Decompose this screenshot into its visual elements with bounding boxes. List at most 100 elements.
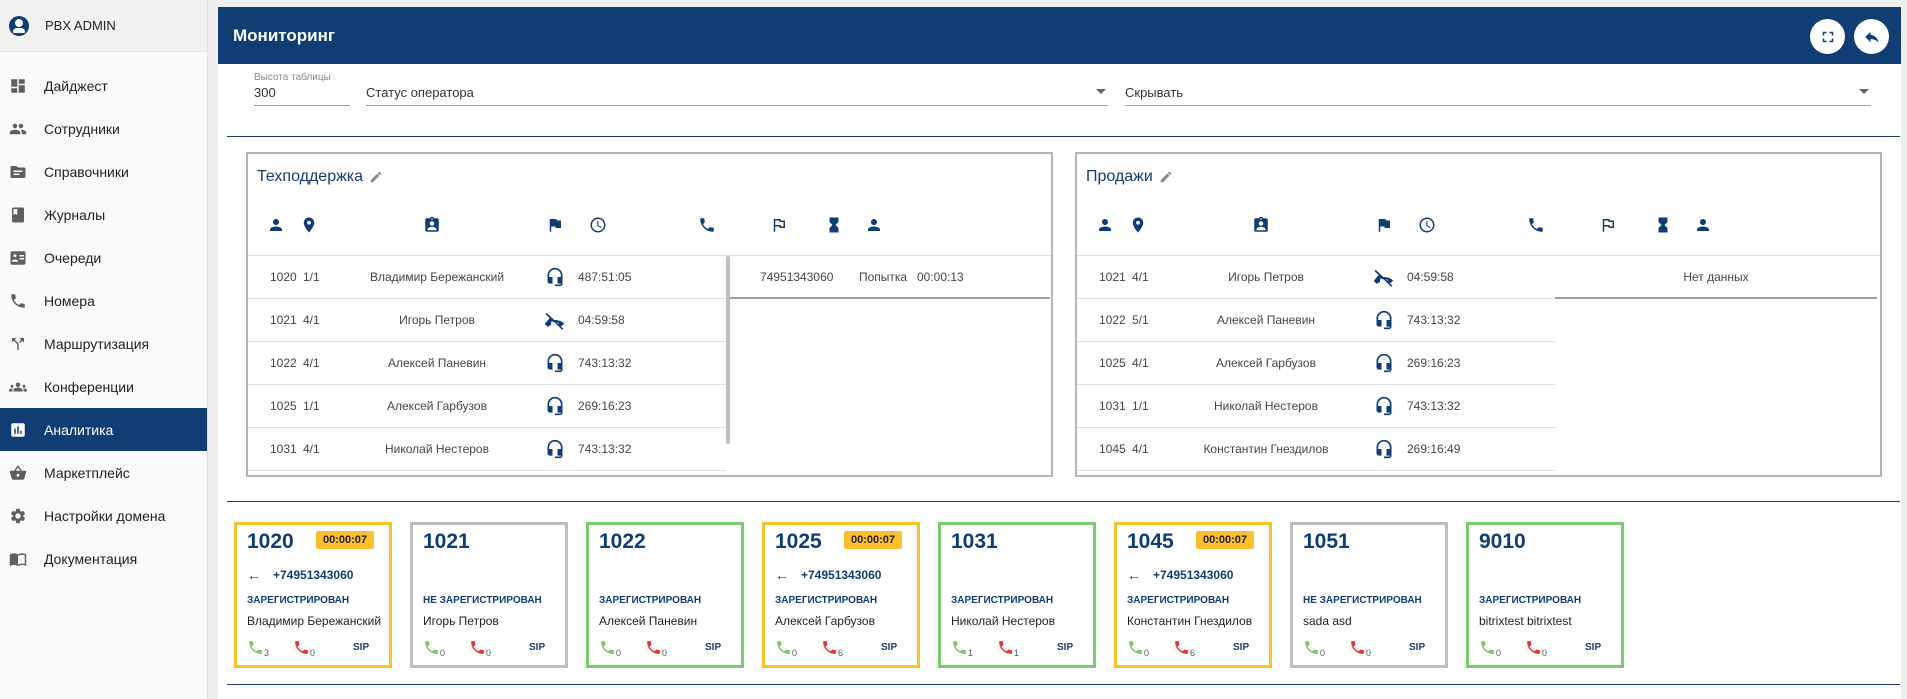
- edit-icon[interactable]: [369, 170, 383, 184]
- sidebar-item[interactable]: Настройки домена: [0, 494, 207, 537]
- person-icon: [1095, 215, 1115, 235]
- missed-count: 0: [1542, 648, 1548, 658]
- table-row[interactable]: 1021 4/1 Игорь Петров 04:59:58: [1077, 256, 1555, 299]
- queue-icon: [9, 249, 27, 267]
- book-icon: [9, 206, 27, 224]
- protocol-label: SIP: [1409, 642, 1426, 653]
- group-panel-sales: Продажи 1021 4/1 Игорь Петров 04:59:58 1022 5…: [1075, 152, 1882, 477]
- person-icon: [1693, 215, 1713, 235]
- sidebar-item[interactable]: Дайджест: [0, 64, 207, 107]
- status-time: 743:13:32: [578, 442, 632, 456]
- protocol-label: SIP: [1233, 642, 1250, 653]
- sidebar-item[interactable]: Документация: [0, 537, 207, 580]
- sidebar-item[interactable]: Номера: [0, 279, 207, 322]
- operator-card[interactable]: 1031 ЗАРЕГИСТРИРОВАН Николай Нестеров 1 1 SIP: [938, 522, 1096, 668]
- status-time: 487:51:05: [578, 270, 632, 284]
- answered-calls: 0: [1303, 639, 1325, 658]
- page-header: Мониторинг: [218, 7, 1901, 64]
- sidebar-item[interactable]: Очереди: [0, 236, 207, 279]
- answered-calls: 1: [951, 639, 973, 658]
- phone-icon: [247, 639, 264, 658]
- user-header[interactable]: PBX ADMIN: [0, 0, 207, 52]
- sidebar-item[interactable]: Сотрудники: [0, 107, 207, 150]
- sidebar-item[interactable]: Справочники: [0, 150, 207, 193]
- page-title: Мониторинг: [233, 25, 335, 45]
- operator-card[interactable]: 1051 НЕ ЗАРЕГИСТРИРОВАН sada asd 0 0 SIP: [1290, 522, 1448, 668]
- operator-card[interactable]: 1021 НЕ ЗАРЕГИСТРИРОВАН Игорь Петров 0 0 SIP: [410, 522, 568, 668]
- table-row[interactable]: 1025 1/1 Алексей Гарбузов 269:16:23: [248, 385, 726, 428]
- position: 4/1: [303, 356, 320, 370]
- phone-icon: [1127, 639, 1144, 658]
- registration-status: ЗАРЕГИСТРИРОВАН: [1479, 595, 1582, 606]
- clock-icon: [588, 215, 608, 235]
- groups-icon: [9, 378, 27, 396]
- answered-count: 0: [1320, 648, 1326, 658]
- status-time: 743:13:32: [1407, 313, 1461, 327]
- operator-name: Константин Гнездилов: [1203, 442, 1329, 456]
- position: 4/1: [1132, 442, 1149, 456]
- registration-status: ЗАРЕГИСТРИРОВАН: [1127, 595, 1230, 606]
- sidebar-item[interactable]: Конференции: [0, 365, 207, 408]
- call-stats: 1 1 SIP: [951, 637, 1081, 658]
- headset-icon: [545, 267, 565, 287]
- call-timer-badge: 00:00:07: [315, 531, 374, 549]
- table-row[interactable]: 1021 4/1 Игорь Петров 04:59:58: [248, 299, 726, 342]
- phone-icon: [599, 639, 616, 658]
- position: 4/1: [1132, 356, 1149, 370]
- table-height-field[interactable]: Высота таблицы 300: [254, 72, 350, 106]
- people-icon: [9, 120, 27, 138]
- status-time: 743:13:32: [1407, 399, 1461, 413]
- edit-icon[interactable]: [1159, 170, 1173, 184]
- call-timer-badge: 00:00:07: [1195, 531, 1254, 549]
- sidebar-item[interactable]: Маршрутизация: [0, 322, 207, 365]
- table-row[interactable]: 1022 4/1 Алексей Паневин 743:13:32: [248, 342, 726, 385]
- call-stats: 0 0 SIP: [1479, 637, 1609, 658]
- scrollbar[interactable]: [726, 256, 730, 444]
- call-stats: 0 6 SIP: [775, 637, 905, 658]
- table-row[interactable]: 1025 4/1 Алексей Гарбузов 269:16:23: [1077, 342, 1555, 385]
- route-icon: [9, 335, 27, 353]
- operator-card[interactable]: 1025 00:00:07 ← +74951343060 ЗАРЕГИСТРИРОВАН…: [762, 522, 920, 668]
- hide-value: Скрывать: [1125, 85, 1184, 100]
- table-row[interactable]: 1045 4/1 Константин Гнездилов 269:16:49: [1077, 428, 1555, 471]
- card-operator-name: bitrixtest bitrixtest: [1479, 614, 1572, 628]
- header-divider: [248, 255, 1051, 256]
- table-row[interactable]: 1031 1/1 Николай Нестеров 743:13:32: [1077, 385, 1555, 428]
- missed-calls: 0: [1349, 639, 1371, 658]
- call-timer-badge: 00:00:07: [843, 531, 902, 549]
- operator-card[interactable]: 9010 ЗАРЕГИСТРИРОВАН bitrixtest bitrixtest…: [1466, 522, 1624, 668]
- fullscreen-button[interactable]: [1810, 19, 1845, 54]
- table-row[interactable]: 1022 5/1 Алексей Паневин 743:13:32: [1077, 299, 1555, 342]
- sidebar-item[interactable]: Журналы: [0, 193, 207, 236]
- operator-card[interactable]: 1020 00:00:07 ← +74951343060 ЗАРЕГИСТРИРОВАН…: [234, 522, 392, 668]
- operator-status-select[interactable]: Статус оператора: [366, 84, 1108, 106]
- missed-calls: 6: [821, 639, 843, 658]
- operator-card[interactable]: 1045 00:00:07 ← +74951343060 ЗАРЕГИСТРИРОВАН…: [1114, 522, 1272, 668]
- card-extension: 1021: [423, 530, 470, 553]
- sidebar: PBX ADMIN Дайджест Сотрудники Справочники Ж…: [0, 0, 208, 699]
- missed-calls: 6: [1173, 639, 1195, 658]
- sidebar-item[interactable]: Маркетплейс: [0, 451, 207, 494]
- extension: 1020: [270, 270, 297, 284]
- table-row[interactable]: 1020 1/1 Владимир Бережанский 487:51:05: [248, 256, 726, 299]
- protocol-label: SIP: [1585, 642, 1602, 653]
- table-row[interactable]: 1031 4/1 Николай Нестеров 743:13:32: [248, 428, 726, 471]
- operator-card[interactable]: 1022 ЗАРЕГИСТРИРОВАН Алексей Паневин 0 0 SIP: [586, 522, 744, 668]
- missed-count: 6: [1190, 648, 1196, 658]
- header-divider: [1077, 255, 1880, 256]
- phone-icon: [1526, 215, 1546, 235]
- hide-select[interactable]: Скрывать: [1125, 84, 1871, 106]
- operator-name: Алексей Паневин: [1216, 313, 1316, 327]
- card-extension: 1025: [775, 530, 822, 553]
- extension: 1031: [1099, 399, 1126, 413]
- back-button[interactable]: [1854, 19, 1889, 54]
- arrow-left-icon: ←: [1127, 567, 1141, 583]
- person-icon: [864, 215, 884, 235]
- answered-count: 0: [792, 648, 798, 658]
- extension: 1031: [270, 442, 297, 456]
- hourglass-icon: [824, 215, 844, 235]
- extension: 1025: [270, 399, 297, 413]
- divider: [227, 136, 1900, 137]
- missed-count: 0: [486, 648, 492, 658]
- sidebar-item[interactable]: Аналитика: [0, 408, 207, 451]
